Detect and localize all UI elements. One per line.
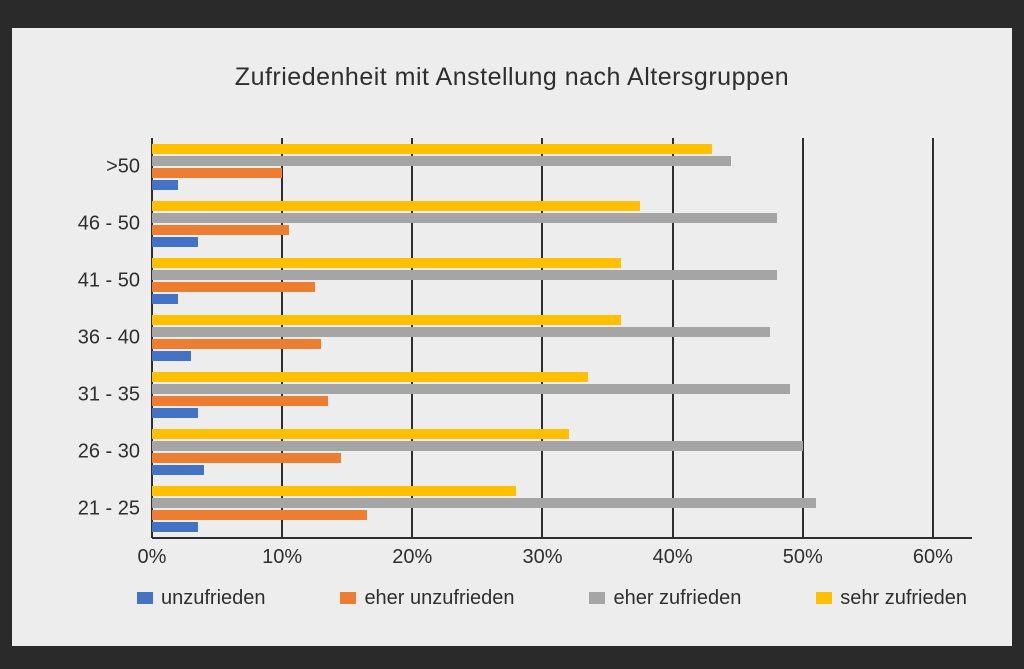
y-tick-label: >50 [106, 155, 152, 178]
legend-item-eher_zufrieden: eher zufrieden [589, 587, 741, 610]
bar-group: 41 - 50 [152, 258, 972, 304]
bar-unzufrieden [152, 408, 198, 418]
bar-eher_unzufrieden [152, 282, 315, 292]
y-tick-label: 41 - 50 [78, 269, 152, 292]
bar-unzufrieden [152, 237, 198, 247]
bar-group: 36 - 40 [152, 315, 972, 361]
legend-label: eher zufrieden [613, 587, 741, 610]
x-tick-label: 10% [262, 546, 302, 569]
y-tick-label: 31 - 35 [78, 384, 152, 407]
bar-sehr_zufrieden [152, 372, 588, 382]
legend-swatch [589, 592, 605, 604]
chart-panel: Zufriedenheit mit Anstellung nach Alters… [12, 28, 1012, 646]
bar-eher_zufrieden [152, 498, 816, 508]
bar-eher_unzufrieden [152, 510, 367, 520]
bar-eher_unzufrieden [152, 339, 321, 349]
bar-eher_unzufrieden [152, 225, 289, 235]
bar-eher_zufrieden [152, 441, 803, 451]
bar-eher_zufrieden [152, 327, 770, 337]
legend-label: eher unzufrieden [364, 587, 514, 610]
legend-label: sehr zufrieden [840, 587, 967, 610]
chart-title: Zufriedenheit mit Anstellung nach Alters… [12, 63, 1012, 92]
window-bottom-bar [0, 646, 1024, 669]
bar-sehr_zufrieden [152, 486, 516, 496]
bar-unzufrieden [152, 294, 178, 304]
x-tick-label: 40% [653, 546, 693, 569]
bar-group: >50 [152, 144, 972, 190]
bar-sehr_zufrieden [152, 429, 569, 439]
bar-eher_zufrieden [152, 270, 777, 280]
x-tick-label: 50% [783, 546, 823, 569]
legend-item-sehr_zufrieden: sehr zufrieden [816, 587, 967, 610]
legend-swatch [137, 592, 153, 604]
legend-label: unzufrieden [161, 587, 266, 610]
window-top-bar [0, 0, 1024, 28]
bar-unzufrieden [152, 522, 198, 532]
bar-group: 21 - 25 [152, 486, 972, 532]
bar-sehr_zufrieden [152, 144, 712, 154]
y-tick-label: 46 - 50 [78, 212, 152, 235]
legend-item-eher_unzufrieden: eher unzufrieden [340, 587, 514, 610]
bar-sehr_zufrieden [152, 258, 621, 268]
x-axis-ticks: 0%10%20%30%40%50%60% [152, 538, 972, 568]
bar-group: 26 - 30 [152, 429, 972, 475]
x-tick-label: 0% [138, 546, 167, 569]
bar-eher_zufrieden [152, 213, 777, 223]
bar-eher_unzufrieden [152, 168, 282, 178]
y-tick-label: 36 - 40 [78, 327, 152, 350]
bar-group: 46 - 50 [152, 201, 972, 247]
y-tick-label: 21 - 25 [78, 498, 152, 521]
x-tick-label: 30% [522, 546, 562, 569]
x-tick-label: 60% [913, 546, 953, 569]
legend-swatch [340, 592, 356, 604]
bar-sehr_zufrieden [152, 315, 621, 325]
bar-unzufrieden [152, 351, 191, 361]
bar-eher_zufrieden [152, 156, 731, 166]
bar-sehr_zufrieden [152, 201, 640, 211]
plot-area: >50 46 - 50 41 - 50 36 - 40 31 - 35 26 - 30 21… [152, 138, 972, 538]
bar-eher_unzufrieden [152, 396, 328, 406]
bar-unzufrieden [152, 180, 178, 190]
legend: unzufrieden eher unzufrieden eher zufriede… [137, 583, 967, 613]
legend-item-unzufrieden: unzufrieden [137, 587, 266, 610]
bar-unzufrieden [152, 465, 204, 475]
y-tick-label: 26 - 30 [78, 441, 152, 464]
x-tick-label: 20% [392, 546, 432, 569]
bar-eher_unzufrieden [152, 453, 341, 463]
legend-swatch [816, 592, 832, 604]
bar-group: 31 - 35 [152, 372, 972, 418]
bar-eher_zufrieden [152, 384, 790, 394]
